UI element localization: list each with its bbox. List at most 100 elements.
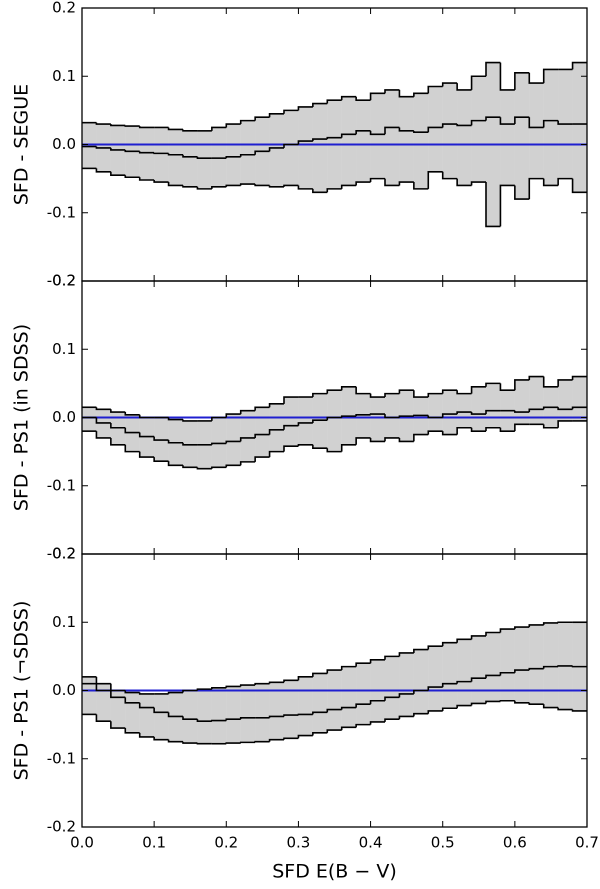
step-segment: [514, 423, 530, 432]
step-segment: [528, 177, 544, 200]
y-tick-label: -0.1: [47, 749, 76, 767]
step-segment: [557, 177, 573, 186]
step-segment: [283, 679, 299, 683]
step-segment: [312, 392, 328, 398]
step-segment: [268, 112, 284, 118]
step-segment: [514, 185, 530, 200]
y-axis-label: SFD - PS1 (in SDSS): [11, 324, 33, 511]
step-segment: [398, 127, 414, 132]
step-segment: [456, 638, 472, 643]
step-segment: [182, 716, 198, 720]
x-tick-label: 0.0: [70, 834, 94, 852]
step-segment: [413, 182, 429, 190]
step-segment: [326, 99, 342, 104]
density-band: [298, 397, 313, 445]
step-segment: [384, 392, 400, 398]
step-segment: [211, 186, 227, 189]
step-segment: [297, 106, 313, 111]
y-tick-label: -0.1: [47, 476, 76, 494]
density-band: [226, 414, 241, 466]
step-segment: [340, 385, 357, 391]
step-segment: [225, 440, 241, 444]
x-tick-label: 0.5: [431, 834, 455, 852]
step-segment: [427, 85, 443, 94]
step-segment: [398, 181, 414, 186]
step-segment: [355, 723, 371, 728]
step-segment: [254, 116, 270, 121]
step-segment: [167, 127, 183, 131]
step-segment: [239, 741, 256, 744]
density-band: [442, 642, 458, 709]
step-segment: [470, 181, 486, 186]
density-band: [327, 670, 342, 731]
step-segment: [326, 136, 342, 140]
step-segment: [326, 188, 342, 193]
step-segment: [456, 426, 472, 435]
density-band: [211, 127, 227, 187]
step-segment: [528, 624, 544, 628]
density-band: [514, 627, 530, 703]
step-segment: [514, 379, 530, 391]
step-segment: [95, 146, 111, 149]
step-segment: [95, 714, 111, 723]
step-segment: [153, 707, 169, 714]
step-segment: [167, 153, 183, 156]
step-segment: [369, 658, 385, 664]
density-band: [255, 683, 270, 742]
step-segment: [225, 464, 241, 468]
step-segment: [196, 719, 212, 723]
step-segment: [571, 709, 587, 712]
step-segment: [441, 641, 458, 647]
density-band: [82, 407, 97, 432]
density-band: [312, 103, 328, 193]
step-segment: [542, 68, 559, 84]
step-segment: [239, 684, 256, 687]
y-tick-label: 0.1: [52, 613, 76, 631]
step-segment: [124, 444, 140, 453]
x-tick-label: 0.6: [503, 834, 527, 852]
step-segment: [456, 124, 472, 127]
step-segment: [225, 742, 241, 744]
step-segment: [110, 690, 126, 699]
step-segment: [355, 181, 371, 186]
step-segment: [355, 96, 371, 101]
density-band: [82, 676, 97, 715]
density-band: [269, 682, 284, 740]
step-segment: [326, 708, 342, 713]
density-band: [442, 83, 458, 179]
step-segment: [167, 417, 183, 421]
step-segment: [528, 702, 544, 705]
density-band: [154, 693, 169, 740]
step-segment: [384, 178, 400, 187]
step-segment: [427, 430, 443, 435]
step-segment: [398, 437, 414, 443]
step-segment: [211, 416, 227, 421]
step-segment: [283, 109, 299, 114]
density-band: [514, 72, 530, 200]
density-band: [356, 100, 371, 183]
step-segment: [398, 693, 414, 698]
step-segment: [485, 116, 501, 121]
step-segment: [196, 186, 212, 190]
step-segment: [138, 432, 155, 438]
step-segment: [312, 102, 328, 107]
step-segment: [138, 414, 155, 419]
step-segment: [427, 645, 443, 650]
step-segment: [470, 385, 486, 394]
density-band: [96, 683, 111, 722]
step-segment: [312, 138, 328, 142]
step-segment: [369, 413, 385, 415]
step-segment: [110, 124, 126, 127]
density-band: [139, 127, 155, 180]
step-segment: [557, 665, 573, 667]
step-segment: [499, 117, 515, 125]
step-segment: [268, 681, 284, 684]
step-segment: [283, 445, 299, 452]
step-segment: [95, 683, 111, 692]
step-segment: [254, 740, 270, 743]
step-segment: [542, 406, 559, 410]
density-band: [486, 632, 501, 702]
density-band: [471, 635, 486, 704]
step-segment: [340, 444, 357, 452]
